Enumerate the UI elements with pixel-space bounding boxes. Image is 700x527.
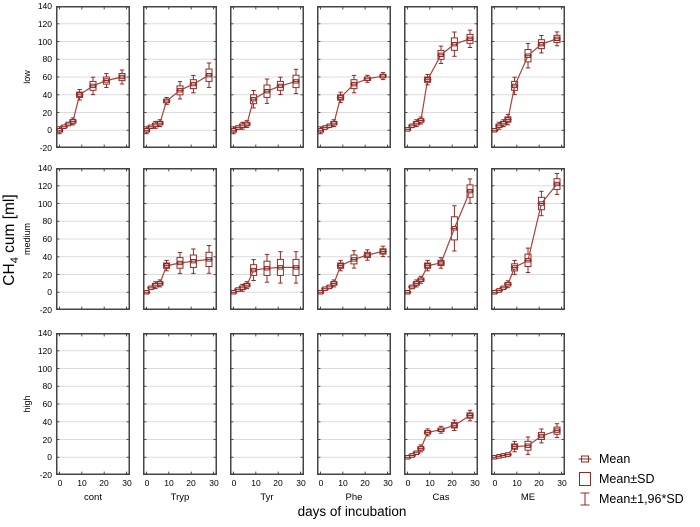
column-label-Tryp: Tryp bbox=[170, 492, 190, 503]
y-tick-label: -20 bbox=[39, 305, 52, 315]
y-tick-label: 40 bbox=[42, 417, 52, 427]
legend-item-mean: Mean bbox=[577, 449, 684, 469]
y-tick-label: 100 bbox=[37, 37, 52, 47]
y-tick-label: 20 bbox=[42, 435, 52, 445]
x-axis-label: days of incubation bbox=[297, 504, 407, 519]
mean-symbol-icon bbox=[578, 455, 592, 463]
y-tick-label: 60 bbox=[42, 234, 52, 244]
x-tick-label: 30 bbox=[383, 478, 393, 488]
panel-medium-Phe bbox=[317, 168, 391, 310]
y-tick-label: 0 bbox=[47, 125, 52, 135]
x-tick-label: 10 bbox=[164, 478, 174, 488]
column-label-ME: ME bbox=[520, 492, 536, 503]
panel-high-ME bbox=[491, 333, 565, 475]
x-tick-label: 0 bbox=[405, 478, 411, 488]
y-axis-label-suffix: cum [ml] bbox=[0, 194, 18, 258]
y-tick-label: 40 bbox=[42, 90, 52, 100]
x-tick-label: 20 bbox=[186, 478, 196, 488]
x-tick-label: 20 bbox=[447, 478, 457, 488]
legend: Mean Mean±SD Mean±1,96*SD bbox=[577, 449, 684, 509]
y-tick-label: 80 bbox=[42, 54, 52, 64]
panel-low-cont bbox=[56, 6, 130, 148]
y-tick-label: 120 bbox=[37, 19, 52, 29]
panel-medium-ME bbox=[491, 168, 565, 310]
x-tick-label: 10 bbox=[251, 478, 261, 488]
y-tick-label: 80 bbox=[42, 381, 52, 391]
legend-label-mean: Mean bbox=[599, 452, 631, 466]
y-axis-label: CH4 cum [ml] bbox=[1, 194, 21, 285]
panel-medium-Tyr bbox=[230, 168, 304, 310]
column-label-Phe: Phe bbox=[345, 492, 363, 503]
y-tick-label: 0 bbox=[47, 452, 52, 462]
y-tick-label: 20 bbox=[42, 108, 52, 118]
y-tick-label: -20 bbox=[39, 143, 52, 153]
panel-medium-cont bbox=[56, 168, 130, 310]
y-tick-label: 100 bbox=[37, 199, 52, 209]
x-tick-label: 0 bbox=[57, 478, 63, 488]
legend-label-mean-196sd: Mean±1,96*SD bbox=[599, 492, 684, 506]
x-tick-label: 20 bbox=[534, 478, 544, 488]
panel-low-Phe bbox=[317, 6, 391, 148]
x-tick-label: 0 bbox=[318, 478, 324, 488]
x-tick-label: 30 bbox=[296, 478, 306, 488]
y-tick-label: 120 bbox=[37, 181, 52, 191]
y-tick-label: -20 bbox=[39, 470, 52, 480]
x-tick-label: 0 bbox=[231, 478, 237, 488]
x-tick-label: 20 bbox=[273, 478, 283, 488]
y-tick-label: 40 bbox=[42, 252, 52, 262]
x-tick-label: 10 bbox=[512, 478, 522, 488]
legend-label-mean-sd: Mean±SD bbox=[599, 472, 655, 486]
panel-high-Tyr bbox=[230, 333, 304, 475]
mean-sd-symbol-icon bbox=[579, 472, 591, 486]
panel-high-Cas bbox=[404, 333, 478, 475]
legend-item-mean-196sd: Mean±1,96*SD bbox=[577, 489, 684, 509]
panel-low-Tyr bbox=[230, 6, 304, 148]
column-label-cont: cont bbox=[84, 492, 102, 503]
x-tick-label: 30 bbox=[557, 478, 567, 488]
panel-medium-Cas bbox=[404, 168, 478, 310]
y-axis-label-subscript: 4 bbox=[9, 257, 22, 264]
column-label-Tyr: Tyr bbox=[260, 492, 274, 503]
x-tick-label: 30 bbox=[122, 478, 132, 488]
panel-high-Tryp bbox=[143, 333, 217, 475]
y-tick-label: 0 bbox=[47, 287, 52, 297]
column-label-Cas: Cas bbox=[432, 492, 450, 503]
x-tick-label: 0 bbox=[492, 478, 498, 488]
x-tick-label: 0 bbox=[144, 478, 150, 488]
legend-item-mean-sd: Mean±SD bbox=[577, 469, 684, 489]
y-tick-label: 140 bbox=[37, 163, 52, 173]
y-tick-label: 100 bbox=[37, 364, 52, 374]
y-tick-label: 60 bbox=[42, 399, 52, 409]
panel-low-Cas bbox=[404, 6, 478, 148]
x-tick-label: 10 bbox=[425, 478, 435, 488]
y-tick-label: 80 bbox=[42, 216, 52, 226]
y-tick-label: 120 bbox=[37, 346, 52, 356]
x-tick-label: 10 bbox=[77, 478, 87, 488]
x-tick-label: 10 bbox=[338, 478, 348, 488]
x-tick-label: 20 bbox=[99, 478, 109, 488]
y-tick-label: 20 bbox=[42, 270, 52, 280]
mean-196sd-symbol-icon bbox=[580, 492, 590, 506]
panel-low-ME bbox=[491, 6, 565, 148]
y-tick-label: 140 bbox=[37, 1, 52, 11]
panel-high-cont bbox=[56, 333, 130, 475]
panel-high-Phe bbox=[317, 333, 391, 475]
x-tick-label: 30 bbox=[209, 478, 219, 488]
y-axis-label-prefix: CH bbox=[0, 263, 18, 286]
x-tick-label: 20 bbox=[360, 478, 370, 488]
panel-medium-Tryp bbox=[143, 168, 217, 310]
x-tick-label: 30 bbox=[470, 478, 480, 488]
panel-low-Tryp bbox=[143, 6, 217, 148]
y-tick-label: 60 bbox=[42, 72, 52, 82]
y-tick-label: 140 bbox=[37, 328, 52, 338]
